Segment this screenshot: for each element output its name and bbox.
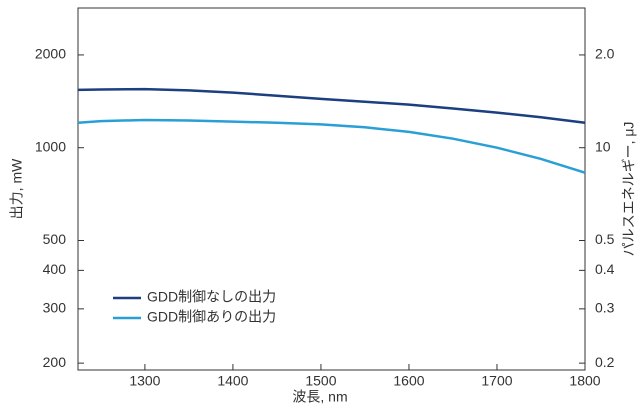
y-axis-label: 出力, mW <box>9 158 25 219</box>
x-tick-label: 1600 <box>393 373 424 389</box>
y-tick-label: 2000 <box>35 46 66 62</box>
x-axis-label: 波長, nm <box>292 389 347 405</box>
x-tick-label: 1300 <box>129 373 160 389</box>
y-tick-label: 400 <box>43 261 67 277</box>
x-tick-label: 1800 <box>569 373 600 389</box>
x-tick-label: 1700 <box>481 373 512 389</box>
y-tick-label: 1000 <box>35 138 66 154</box>
legend-label: GDD制御なしの出力 <box>147 289 276 305</box>
y-tick-label: 300 <box>43 300 67 316</box>
legend-box <box>105 288 375 332</box>
y2-tick-label: 10 <box>595 138 611 154</box>
y2-tick-label: 0.4 <box>595 261 615 277</box>
series-line <box>77 87 586 125</box>
y-tick-label: 500 <box>43 231 67 247</box>
y2-axis-label: パルスエネルギー, μJ <box>621 122 637 257</box>
series-line <box>77 118 586 174</box>
legend-label: GDD制御ありの出力 <box>147 309 276 325</box>
x-tick-label: 1400 <box>217 373 248 389</box>
y2-tick-label: 0.3 <box>595 300 615 316</box>
y2-tick-label: 0.5 <box>595 231 615 247</box>
x-tick-label: 1500 <box>305 373 336 389</box>
y2-tick-label: 0.2 <box>595 354 615 370</box>
y-tick-label: 200 <box>43 354 67 370</box>
plot-frame <box>77 7 586 371</box>
y2-tick-label: 2.0 <box>595 46 615 62</box>
